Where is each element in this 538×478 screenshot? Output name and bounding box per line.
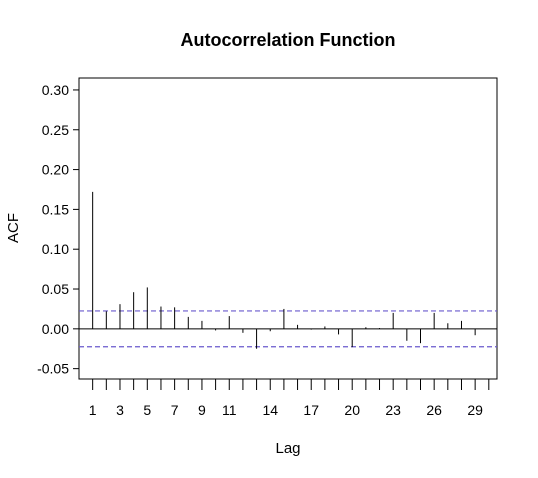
x-tick-label: 17 bbox=[303, 402, 319, 418]
x-tick-label: 9 bbox=[198, 402, 206, 418]
x-tick-label: 29 bbox=[467, 402, 483, 418]
y-tick-label: 0.20 bbox=[42, 162, 69, 178]
x-tick-label: 3 bbox=[116, 402, 124, 418]
x-tick-label: 14 bbox=[262, 402, 278, 418]
y-axis: -0.05 0.00 0.05 0.10 0.15 0.20 0.25 0.30 bbox=[37, 82, 79, 377]
y-tick-label: 0.30 bbox=[42, 82, 69, 98]
x-tick-label: 11 bbox=[222, 402, 237, 418]
x-tick-label: 7 bbox=[171, 402, 179, 418]
y-tick-label: -0.05 bbox=[37, 361, 69, 377]
y-tick-label: 0.15 bbox=[42, 201, 69, 217]
y-tick-label: 0.00 bbox=[42, 321, 69, 337]
plot-frame bbox=[78, 77, 498, 380]
y-tick-label: 0.10 bbox=[42, 241, 69, 257]
x-tick-label: 1 bbox=[89, 402, 97, 418]
x-tick-label: 23 bbox=[385, 402, 401, 418]
chart-title: Autocorrelation Function bbox=[181, 30, 396, 50]
x-axis: 1 3 5 7 9 11 14 17 20 23 26 29 bbox=[89, 379, 490, 418]
x-axis-label: Lag bbox=[275, 440, 300, 457]
y-tick-label: 0.25 bbox=[42, 122, 69, 138]
y-tick-label: 0.05 bbox=[42, 281, 69, 297]
x-tick-label: 5 bbox=[143, 402, 151, 418]
x-tick-label: 26 bbox=[426, 402, 442, 418]
y-axis-label: ACF bbox=[5, 213, 22, 243]
x-tick-label: 20 bbox=[344, 402, 360, 418]
plot-area bbox=[78, 77, 498, 380]
